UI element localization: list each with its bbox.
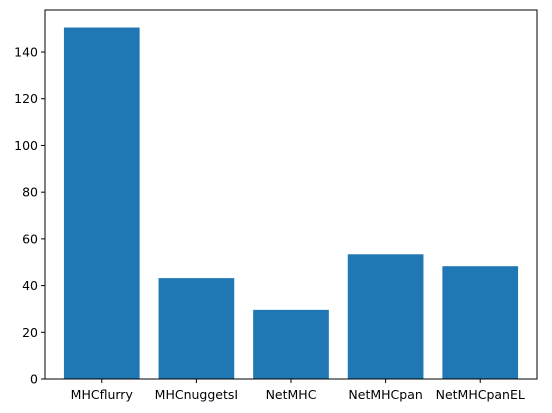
x-tick-label: NetMHCpan <box>348 387 422 402</box>
bar-netmhc <box>253 309 329 379</box>
y-tick-label: 40 <box>22 278 38 293</box>
y-axis: 0 20 40 60 80 100 120 140 <box>14 45 45 387</box>
x-tick-label: MHCflurry <box>71 387 134 402</box>
y-tick-label: 0 <box>30 372 38 387</box>
x-tick-label: MHCnuggetsI <box>155 387 238 402</box>
x-axis: MHCflurry MHCnuggetsI NetMHC NetMHCpan NetMH… <box>71 379 525 402</box>
y-tick-label: 80 <box>22 185 38 200</box>
y-tick-label: 60 <box>22 231 38 246</box>
y-tick-label: 100 <box>14 138 38 153</box>
bar-mhcflurry <box>63 27 140 380</box>
bars-group <box>63 27 519 380</box>
y-tick-label: 140 <box>14 45 38 60</box>
bar-netmhcpanel <box>442 266 519 379</box>
bar-mhcnuggetsi <box>158 278 235 379</box>
bar-netmhcpan <box>347 254 424 379</box>
plot-frame <box>44 9 538 380</box>
y-tick-label: 120 <box>14 91 38 106</box>
x-tick-label: NetMHC <box>266 387 317 402</box>
x-tick-label: NetMHCpanEL <box>436 387 525 402</box>
y-tick-label: 20 <box>22 325 38 340</box>
